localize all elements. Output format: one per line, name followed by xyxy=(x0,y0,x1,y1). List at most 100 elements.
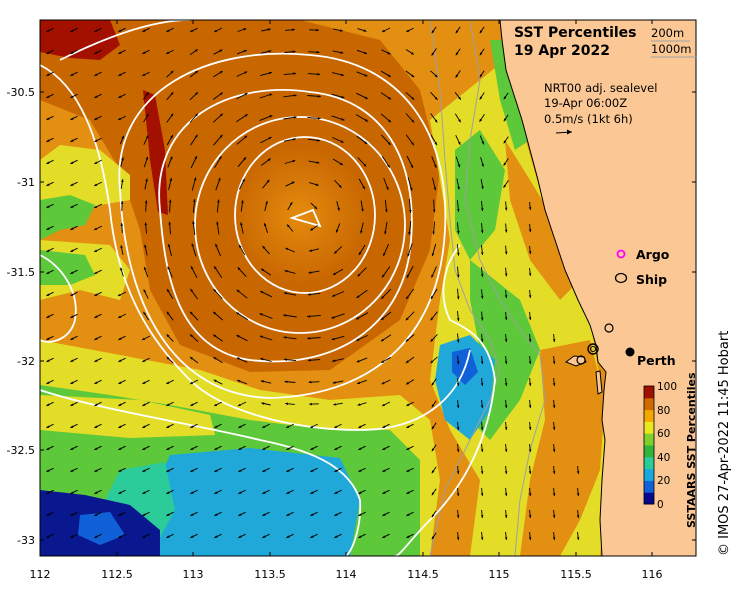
current-arrow-head xyxy=(333,272,336,275)
current-arrow-head xyxy=(286,469,290,472)
current-arrow-head xyxy=(358,447,362,450)
current-arrow-head xyxy=(262,513,266,516)
current-arrow-head xyxy=(528,471,532,474)
current-arrow-head xyxy=(309,249,313,252)
current-arrow-head xyxy=(94,51,98,54)
current-arrow-head xyxy=(118,513,122,516)
current-arrow-head xyxy=(70,95,74,98)
current-arrow-head xyxy=(431,30,435,34)
current-arrow-head xyxy=(194,49,198,52)
current-arrow-head xyxy=(358,535,362,538)
current-arrow-head xyxy=(411,142,414,146)
current-arrow-head xyxy=(142,381,146,384)
current-arrow-head xyxy=(406,296,409,300)
current-arrow-head xyxy=(94,359,98,362)
current-arrow-head xyxy=(46,227,50,230)
current-arrow-head xyxy=(434,96,438,100)
current-arrow-head xyxy=(504,471,508,474)
current-arrow-head xyxy=(307,315,310,318)
current-arrow-head xyxy=(70,359,74,362)
current-arrow-head xyxy=(120,267,123,271)
colorbar-frame xyxy=(643,385,655,505)
current-arrow-head xyxy=(262,425,266,428)
current-arrow-head xyxy=(364,141,368,144)
current-arrow-head xyxy=(219,49,223,53)
current-arrow-head xyxy=(528,207,532,210)
current-arrow-head xyxy=(142,403,146,406)
current-arrow-head xyxy=(219,92,223,96)
current-arrow-head xyxy=(334,425,338,428)
current-arrow-head xyxy=(262,447,266,450)
current-arrow-head xyxy=(118,73,122,76)
colorbar-segment xyxy=(644,386,654,399)
current-arrow-head xyxy=(94,403,98,406)
current-arrow-head xyxy=(46,513,50,516)
current-arrow-head xyxy=(259,313,263,316)
current-arrow-head xyxy=(286,425,290,428)
current-arrow-head xyxy=(406,381,410,385)
current-arrow-head xyxy=(236,289,240,293)
current-arrow-head xyxy=(94,29,98,32)
current-arrow-head xyxy=(455,30,459,34)
colorbar-segment xyxy=(644,468,654,481)
current-arrow-head xyxy=(70,271,74,274)
current-source: NRT00 adj. sealevel xyxy=(544,81,657,95)
current-arrow-head xyxy=(236,357,240,360)
current-arrow-head xyxy=(381,338,384,342)
current-arrow-head xyxy=(504,339,508,342)
current-arrow-head xyxy=(406,535,410,538)
current-arrow-head xyxy=(406,447,410,450)
current-arrow-head xyxy=(338,185,342,188)
current-arrow-head xyxy=(46,315,50,318)
current-arrow-head xyxy=(456,515,460,518)
current-arrow-head xyxy=(293,72,297,75)
current-arrow-head xyxy=(310,535,314,538)
argo-legend-label: Argo xyxy=(636,247,670,262)
current-arrow-head xyxy=(457,208,460,212)
current-arrow-head xyxy=(166,311,170,315)
current-arrow-head xyxy=(190,425,194,428)
current-arrow-head xyxy=(266,179,270,183)
current-arrow-head xyxy=(217,199,220,203)
current-arrow-head xyxy=(528,273,532,276)
current-arrow-head xyxy=(219,71,223,74)
current-arrow-head xyxy=(504,383,508,386)
current-arrow-head xyxy=(504,493,508,496)
current-arrow-head xyxy=(145,135,149,139)
current-arrow-head xyxy=(358,252,362,255)
garden-island xyxy=(595,370,603,395)
current-arrow-head xyxy=(406,29,410,32)
current-arrow-head xyxy=(194,156,197,159)
current-arrow-head xyxy=(409,210,412,213)
current-arrow-head xyxy=(334,491,338,494)
current-arrow-head xyxy=(259,335,263,339)
current-arrow-head xyxy=(70,183,74,186)
current-arrow-head xyxy=(382,447,386,450)
current-arrow-head xyxy=(118,491,122,494)
current-arrow-head xyxy=(456,383,460,386)
current-arrow-head xyxy=(46,359,50,362)
current-arrow-head xyxy=(315,183,319,186)
current-arrow-head xyxy=(456,449,460,452)
current-arrow-head xyxy=(407,253,410,257)
current-arrow-head xyxy=(357,381,361,384)
current-arrow-head xyxy=(480,252,484,255)
current-scale: 0.5m/s (1kt 6h) xyxy=(544,112,633,126)
current-arrow-head xyxy=(309,402,312,406)
current-arrow-head xyxy=(382,403,386,406)
current-arrow-head xyxy=(431,448,435,452)
current-arrow-head xyxy=(480,339,484,343)
current-arrow-head xyxy=(166,356,170,360)
current-arrow-head xyxy=(293,94,297,97)
current-arrow-head xyxy=(552,339,556,342)
current-arrow-head xyxy=(363,29,367,32)
current-arrow-head xyxy=(94,337,98,340)
current-arrow-head xyxy=(310,447,314,450)
current-arrow-head xyxy=(118,535,122,538)
current-arrow-head xyxy=(456,318,460,321)
current-arrow-head xyxy=(332,294,336,297)
current-time: 19-Apr 06:00Z xyxy=(544,96,627,110)
current-arrow-head xyxy=(552,515,556,518)
current-arrow-head xyxy=(145,178,148,182)
perth-marker xyxy=(625,347,635,357)
